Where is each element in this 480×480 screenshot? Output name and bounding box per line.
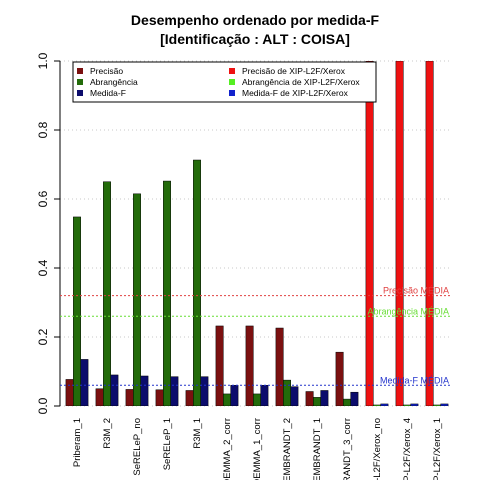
- bar: [133, 193, 141, 406]
- bar: [425, 61, 434, 406]
- legend-swatch: [229, 90, 235, 96]
- y-tick-label: 0.0: [36, 397, 50, 414]
- legend-label: Precisão: [90, 66, 123, 76]
- bar: [350, 391, 359, 406]
- y-tick-label: 0.8: [36, 121, 50, 138]
- bar: [73, 216, 81, 406]
- bar: [433, 404, 441, 406]
- bar: [215, 325, 224, 406]
- bar: [365, 61, 374, 406]
- plot-area: 0.0 0.2 0.4 0.6 0.8 1.0 Priberam_1 R3M_2 SeRELeP…: [36, 52, 450, 480]
- x-category-label: SeRELeP_no: [132, 418, 143, 476]
- bar: [110, 374, 119, 406]
- y-tick-label: 0.6: [36, 190, 50, 207]
- bar: [403, 404, 411, 406]
- bar: [223, 393, 231, 406]
- bar: [163, 180, 171, 406]
- legend-swatch: [229, 68, 235, 74]
- bar: [80, 359, 89, 406]
- bar: [275, 327, 284, 406]
- x-category-label: DEMMA_1_corr: [252, 418, 263, 480]
- bar: [440, 403, 449, 406]
- bar: [335, 351, 344, 406]
- y-tick-label: 0.2: [36, 328, 50, 345]
- bar: [343, 398, 351, 406]
- legend-label: Abrangência de XIP-L2F/Xerox: [242, 77, 360, 87]
- bar: [200, 376, 209, 406]
- bar: [95, 388, 104, 406]
- x-category-label: R3M_2: [102, 418, 113, 449]
- legend-label: Medida-F de XIP-L2F/Xerox: [242, 88, 349, 98]
- bar: [260, 385, 269, 406]
- bar: [245, 325, 254, 406]
- x-category-label: P-L2F/Xerox_4: [402, 418, 413, 480]
- bar: [230, 385, 239, 406]
- y-tick-label: 1.0: [36, 52, 50, 69]
- bar: [193, 159, 201, 406]
- bar: [373, 404, 381, 406]
- legend-box: [72, 61, 377, 103]
- reference-line-label: Precisão MÉDIA: [383, 286, 449, 296]
- chart-title-line-1: Desempenho ordenado por medida-F: [131, 12, 380, 28]
- bar: [170, 376, 179, 406]
- legend-label: Precisão de XIP-L2F/Xerox: [242, 66, 346, 76]
- x-category-label: P-L2F/Xerox_1: [432, 418, 443, 480]
- legend-swatch: [229, 79, 235, 85]
- y-tick-label: 0.4: [36, 259, 50, 276]
- bar: [155, 389, 164, 406]
- bar: [125, 389, 134, 406]
- chart-title-line-2: [Identificação : ALT : COISA]: [160, 31, 350, 47]
- legend-swatch: [77, 68, 83, 74]
- legend-swatch: [77, 90, 83, 96]
- bar: [320, 390, 329, 406]
- x-category-label: DEMMA_2_corr: [222, 418, 233, 480]
- x-category-label: Priberam_1: [72, 418, 83, 467]
- bars: [65, 61, 449, 406]
- bar: [380, 403, 389, 406]
- bar: [283, 379, 291, 406]
- bar: [410, 403, 419, 406]
- legend-label: Abrangência: [90, 77, 138, 87]
- bar: [395, 61, 404, 406]
- legend-label: Medida-F: [90, 88, 126, 98]
- x-category-label: R3M_1: [192, 418, 203, 449]
- bar: [103, 181, 111, 406]
- reference-line-label: Medida-F MÉDIA: [380, 375, 449, 385]
- reference-line-label: Abrangência MÉDIA: [367, 306, 449, 316]
- bar: [140, 375, 149, 406]
- x-category-label: SeRELeP_1: [162, 418, 173, 470]
- bar: [253, 393, 261, 406]
- x-category-label: PEMBRANDT_2: [282, 418, 293, 480]
- bar: [185, 390, 194, 406]
- x-category-label: RANDT_3_corr: [342, 418, 353, 480]
- bar: [65, 379, 74, 406]
- bar: [305, 391, 314, 406]
- x-category-label: P-L2F/Xerox_no: [372, 418, 383, 480]
- bar: [290, 386, 299, 406]
- legend-swatch: [77, 79, 83, 85]
- x-category-label: PEMBRANDT_1: [312, 418, 323, 480]
- bar: [313, 397, 321, 406]
